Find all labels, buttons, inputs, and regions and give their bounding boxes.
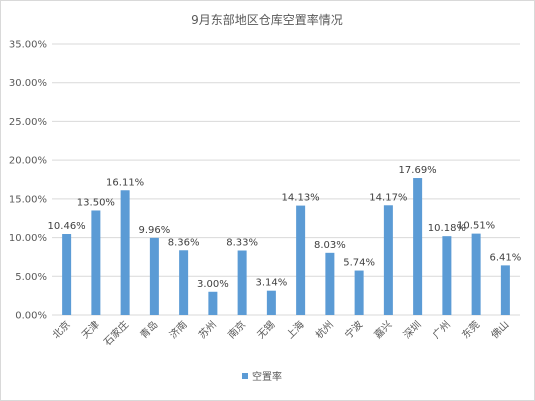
- bar: [471, 233, 481, 315]
- x-tick-label: 宁波: [342, 318, 365, 341]
- bar: [62, 234, 72, 315]
- chart-title: 9月东部地区仓库空置率情况: [191, 12, 343, 27]
- data-label: 14.13%: [282, 193, 320, 204]
- data-label: 10.46%: [48, 221, 86, 232]
- bar: [383, 205, 393, 315]
- x-tick-label: 青岛: [137, 318, 160, 341]
- x-tick-label: 无锡: [254, 318, 277, 341]
- data-label: 8.36%: [168, 237, 200, 248]
- y-tick-label: 35.00%: [9, 40, 47, 51]
- data-label: 8.03%: [314, 240, 346, 251]
- bar: [442, 236, 452, 315]
- data-label: 16.11%: [106, 177, 144, 188]
- x-tick-label: 深圳: [401, 319, 424, 342]
- x-tick-label: 广州: [430, 319, 453, 342]
- x-tick-label: 上海: [283, 318, 306, 341]
- x-tick-label: 北京: [49, 318, 72, 341]
- y-tick-label: 30.00%: [9, 78, 47, 89]
- y-tick-label: 10.00%: [9, 233, 47, 244]
- data-label: 9.96%: [138, 225, 170, 236]
- legend: 空置率: [242, 370, 282, 383]
- data-label: 14.17%: [369, 192, 407, 203]
- gridlines: [52, 43, 520, 316]
- x-tick-label: 石家庄: [101, 318, 131, 348]
- bar: [179, 250, 189, 315]
- data-label: 3.00%: [197, 279, 229, 290]
- x-tick-label: 杭州: [313, 318, 336, 341]
- bar: [91, 210, 101, 315]
- data-label: 17.69%: [399, 165, 437, 176]
- bar: [266, 290, 276, 315]
- y-tick-label: 15.00%: [9, 194, 47, 205]
- bar: [120, 190, 130, 315]
- data-label: 10.51%: [457, 221, 495, 232]
- data-label: 3.14%: [255, 278, 287, 289]
- y-axis-ticks: 0.00% 5.00% 10.00% 15.00% 20.00% 25.00% 30.00%…: [9, 40, 47, 322]
- data-label: 6.41%: [489, 252, 521, 263]
- y-tick-label: 20.00%: [9, 156, 47, 167]
- legend-label: 空置率: [252, 370, 282, 383]
- legend-swatch: [242, 373, 248, 379]
- x-tick-label: 天津: [79, 319, 102, 342]
- bar: [500, 265, 510, 315]
- bars: [62, 178, 510, 315]
- data-label: 8.33%: [226, 238, 258, 249]
- data-label: 5.74%: [343, 258, 375, 269]
- x-tick-label: 苏州: [196, 318, 219, 341]
- y-tick-label: 25.00%: [9, 117, 47, 128]
- data-label: 10.18%: [428, 223, 466, 234]
- bar: [325, 252, 335, 315]
- bar: [296, 205, 306, 315]
- x-tick-label: 佛山: [488, 318, 511, 341]
- bar: [413, 178, 423, 315]
- x-tick-label: 嘉兴: [371, 318, 394, 341]
- x-tick-label: 济南: [166, 318, 189, 341]
- y-tick-label: 5.00%: [15, 272, 47, 283]
- x-tick-label: 东莞: [459, 318, 482, 341]
- bar: [354, 270, 364, 315]
- y-tick-label: 0.00%: [15, 311, 47, 322]
- bar: [149, 237, 159, 315]
- x-tick-label: 南京: [225, 318, 248, 341]
- x-axis-ticks: 北京 天津 石家庄 青岛 济南 苏州 南京 无锡 上海 杭州 宁波 嘉兴 深圳 广州 东莞 佛山: [49, 318, 511, 348]
- data-label: 13.50%: [77, 197, 115, 208]
- data-labels: 10.46% 13.50% 16.11% 9.96%8.36% 3.00% 8.33% 3.…: [48, 165, 522, 290]
- bar: [208, 291, 218, 315]
- bar: [237, 250, 247, 315]
